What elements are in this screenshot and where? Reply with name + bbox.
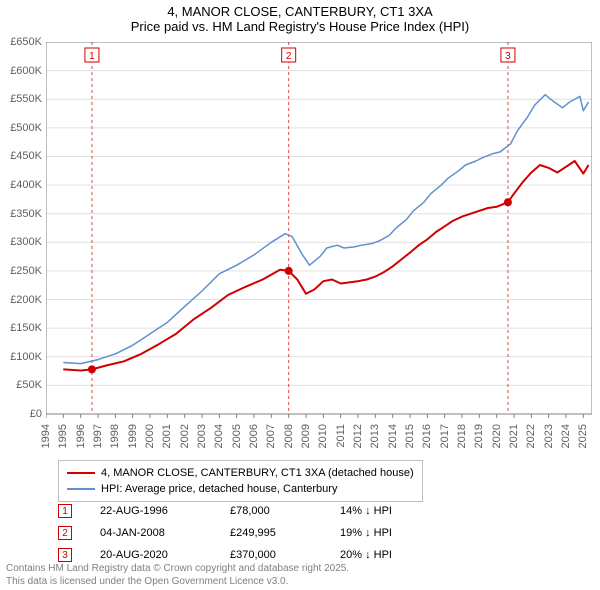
x-tick-label: 2007 [265,424,277,448]
x-tick-label: 2005 [231,424,243,448]
sale-marker-box: 3 [58,548,72,562]
x-tick-label: 2024 [560,424,572,448]
legend-swatch [67,472,95,474]
x-axis-labels: 1994199519961997199819992000200120022003… [46,418,592,458]
x-tick-label: 2021 [508,424,520,448]
x-tick-label: 2002 [179,424,191,448]
x-tick-label: 1995 [57,424,69,448]
x-tick-label: 2015 [404,424,416,448]
x-tick-label: 1999 [127,424,139,448]
sale-diff: 14% ↓ HPI [340,505,460,517]
x-tick-label: 2008 [283,424,295,448]
x-tick-label: 2014 [387,424,399,448]
y-tick-label: £200K [10,294,42,306]
x-tick-label: 2018 [456,424,468,448]
y-tick-label: £50K [16,379,42,391]
legend-item: HPI: Average price, detached house, Cant… [67,481,414,497]
y-tick-label: £250K [10,265,42,277]
x-tick-label: 2004 [213,424,225,448]
x-tick-label: 1996 [75,424,87,448]
sales-row: 2 04-JAN-2008£249,99519% ↓ HPI [58,522,460,544]
attribution: Contains HM Land Registry data © Crown c… [6,563,349,588]
chart-title: 4, MANOR CLOSE, CANTERBURY, CT1 3XA Pric… [0,0,600,34]
x-tick-label: 2019 [473,424,485,448]
title-line1: 4, MANOR CLOSE, CANTERBURY, CT1 3XA [0,4,600,19]
x-tick-label: 2006 [248,424,260,448]
legend-label: 4, MANOR CLOSE, CANTERBURY, CT1 3XA (det… [101,467,414,479]
attribution-line1: Contains HM Land Registry data © Crown c… [6,563,349,576]
y-tick-label: £650K [10,36,42,48]
svg-text:3: 3 [505,51,511,62]
x-tick-label: 2011 [335,424,347,448]
x-tick-label: 2022 [525,424,537,448]
svg-text:2: 2 [286,51,292,62]
x-tick-label: 2017 [439,424,451,448]
chart-svg: 1 2 3 [46,42,592,430]
x-tick-label: 2020 [491,424,503,448]
sale-diff: 19% ↓ HPI [340,527,460,539]
y-tick-label: £0 [30,408,42,420]
legend: 4, MANOR CLOSE, CANTERBURY, CT1 3XA (det… [58,460,423,502]
sale-price: £78,000 [230,505,340,517]
chart-plot-area: 1 2 3 [46,42,592,430]
legend-item: 4, MANOR CLOSE, CANTERBURY, CT1 3XA (det… [67,465,414,481]
x-tick-label: 1998 [109,424,121,448]
y-tick-label: £400K [10,179,42,191]
title-line2: Price paid vs. HM Land Registry's House … [0,19,600,34]
y-tick-label: £500K [10,122,42,134]
y-tick-label: £450K [10,150,42,162]
x-tick-label: 2023 [543,424,555,448]
sale-price: £370,000 [230,549,340,561]
y-tick-label: £150K [10,322,42,334]
legend-label: HPI: Average price, detached house, Cant… [101,483,337,495]
sale-marker-box: 1 [58,504,72,518]
x-tick-label: 2012 [352,424,364,448]
y-tick-label: £600K [10,65,42,77]
x-tick-label: 2003 [196,424,208,448]
x-tick-label: 2013 [369,424,381,448]
x-tick-label: 1994 [40,424,52,448]
attribution-line2: This data is licensed under the Open Gov… [6,576,349,589]
x-tick-label: 1997 [92,424,104,448]
y-axis-labels: £0£50K£100K£150K£200K£250K£300K£350K£400… [0,42,44,414]
x-tick-label: 2016 [421,424,433,448]
x-tick-label: 2000 [144,424,156,448]
svg-text:1: 1 [89,51,95,62]
y-tick-label: £300K [10,236,42,248]
y-tick-label: £550K [10,93,42,105]
sale-date: 20-AUG-2020 [100,549,230,561]
x-tick-label: 2009 [300,424,312,448]
sales-table: 1 22-AUG-1996£78,00014% ↓ HPI 2 04-JAN-2008… [58,500,460,566]
sale-date: 04-JAN-2008 [100,527,230,539]
y-tick-label: £100K [10,351,42,363]
sale-price: £249,995 [230,527,340,539]
x-tick-label: 2025 [577,424,589,448]
sales-row: 1 22-AUG-1996£78,00014% ↓ HPI [58,500,460,522]
x-tick-label: 2010 [317,424,329,448]
sale-marker-box: 2 [58,526,72,540]
sale-date: 22-AUG-1996 [100,505,230,517]
sale-diff: 20% ↓ HPI [340,549,460,561]
legend-swatch [67,488,95,490]
y-tick-label: £350K [10,208,42,220]
x-tick-label: 2001 [161,424,173,448]
